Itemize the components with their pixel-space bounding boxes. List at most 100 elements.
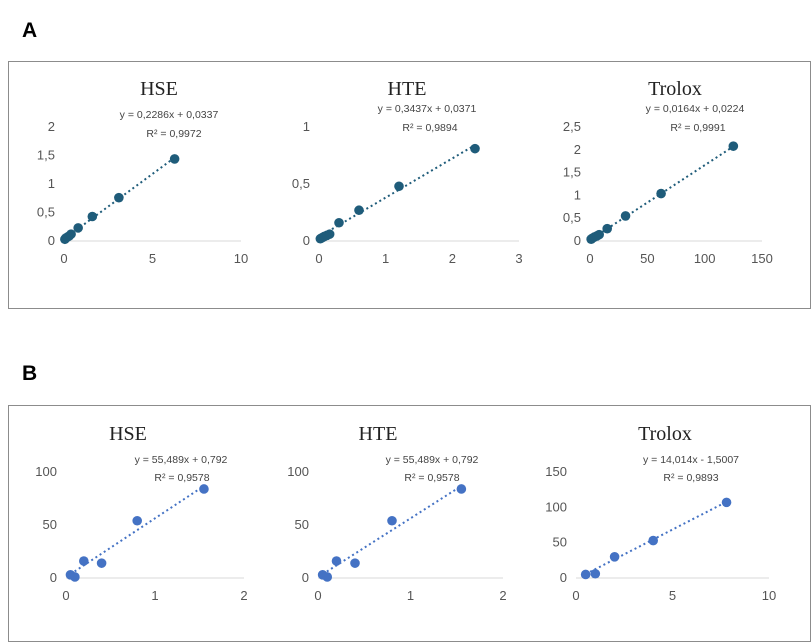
x-tick-label: 5 [669,588,676,603]
r-squared-label: R² = 0,9578 [404,472,459,484]
data-point [132,515,142,526]
data-point [354,205,364,216]
data-point [66,229,76,239]
trendline-equation: y = 55,489x + 0,792 [135,454,228,466]
y-tick-label: 50 [295,517,309,532]
x-tick-label: 5 [149,251,156,266]
chart-title: HSE [109,423,147,445]
data-point [96,558,107,568]
trendline-equation: y = 55,489x + 0,792 [386,454,479,466]
x-tick-label: 0 [572,588,579,603]
x-tick-label: 150 [751,251,773,266]
y-tick-label: 2,5 [563,119,581,134]
chart-a-trolox: Trolox y = 0,0164x + 0,0224 R² = 0,9991 0 0,… [563,78,773,266]
y-tick-label: 1 [574,187,581,202]
data-point [456,484,467,494]
y-tick-label: 0 [48,233,55,248]
data-point [199,484,209,494]
data-point [656,188,666,199]
x-tick-label: 10 [762,588,776,603]
data-point [79,556,89,566]
data-point [594,229,604,240]
y-tick-label: 0 [302,570,309,585]
y-tick-label: 0 [560,570,567,585]
y-tick-label: 50 [553,535,567,550]
x-tick-label: 0 [586,251,593,266]
x-tick-label: 1 [407,588,414,603]
y-tick-label: 2 [574,142,581,157]
x-tick-label: 0 [62,588,69,603]
data-point [620,211,631,221]
x-tick-label: 50 [640,251,654,266]
trendline-equation: y = 0,3437x + 0,0371 [378,103,477,115]
x-tick-label: 10 [234,251,248,266]
y-tick-label: 0,5 [292,176,310,191]
trendline [585,499,729,575]
chart-title: HTE [359,423,398,445]
x-tick-label: 1 [382,251,389,266]
data-point [331,556,342,566]
data-point [114,192,124,203]
r-squared-label: R² = 0,9894 [402,122,457,134]
data-point [590,568,601,579]
trendline-equation: y = 0,0164x + 0,0224 [646,103,745,115]
trendline [322,484,463,576]
data-point [322,572,333,582]
x-tick-label: 0 [314,588,321,603]
y-tick-label: 1,5 [37,148,55,163]
x-tick-label: 0 [315,251,322,266]
data-point [609,552,620,562]
data-point [387,515,397,526]
chart-b-hte: HTE y = 55,489x + 0,792 R² = 0,9578 0 50 100 0… [287,423,506,603]
panel-label-b: B [22,362,38,385]
y-tick-label: 0,5 [563,210,581,225]
trendline-equation: y = 14,014x - 1,5007 [643,454,739,466]
chart-title: HTE [388,78,427,100]
y-tick-label: 1,5 [563,165,581,180]
r-squared-label: R² = 0,9972 [146,128,201,140]
y-tick-label: 0 [303,233,310,248]
x-tick-label: 0 [60,251,67,266]
y-tick-label: 50 [43,517,57,532]
data-point [470,143,480,154]
y-tick-label: 0,5 [37,205,55,220]
r-squared-label: R² = 0,9991 [670,122,725,134]
trendline [318,144,476,238]
x-tick-label: 3 [515,251,522,266]
x-tick-label: 2 [449,251,456,266]
y-tick-label: 150 [545,464,567,479]
data-point [580,569,591,580]
data-point [350,558,360,568]
y-tick-label: 0 [574,233,581,248]
y-tick-label: 100 [287,464,309,479]
data-point [87,211,98,222]
x-tick-label: 2 [499,588,506,603]
data-point [324,229,335,239]
chart-title: HSE [140,78,178,100]
chart-b-hse: HSE y = 55,489x + 0,792 R² = 0,9578 0 50 100 0… [35,423,247,603]
data-point [728,141,739,151]
data-point [394,181,404,192]
r-squared-label: R² = 0,9893 [663,472,718,484]
y-tick-label: 1 [48,176,55,191]
chart-title: Trolox [638,423,692,445]
r-squared-label: R² = 0,9578 [154,472,209,484]
x-tick-label: 1 [151,588,158,603]
trendline [69,484,206,576]
y-tick-label: 100 [35,464,57,479]
y-tick-label: 0 [50,570,57,585]
chart-title: Trolox [648,78,702,100]
data-point [602,223,612,234]
y-tick-label: 1 [303,119,310,134]
data-point [169,154,180,164]
trendline-equation: y = 0,2286x + 0,0337 [120,109,219,121]
x-tick-label: 100 [694,251,716,266]
y-tick-label: 100 [545,499,567,514]
chart-a-hte: HTE y = 0,3437x + 0,0371 R² = 0,9894 0 0,5 1 0… [292,78,523,266]
data-point [334,217,344,228]
chart-a-hse: HSE y = 0,2286x + 0,0337 R² = 0,9972 0 0,5 1 1… [37,78,248,266]
data-point [73,223,83,233]
data-point [70,572,80,582]
y-tick-label: 2 [48,119,55,134]
